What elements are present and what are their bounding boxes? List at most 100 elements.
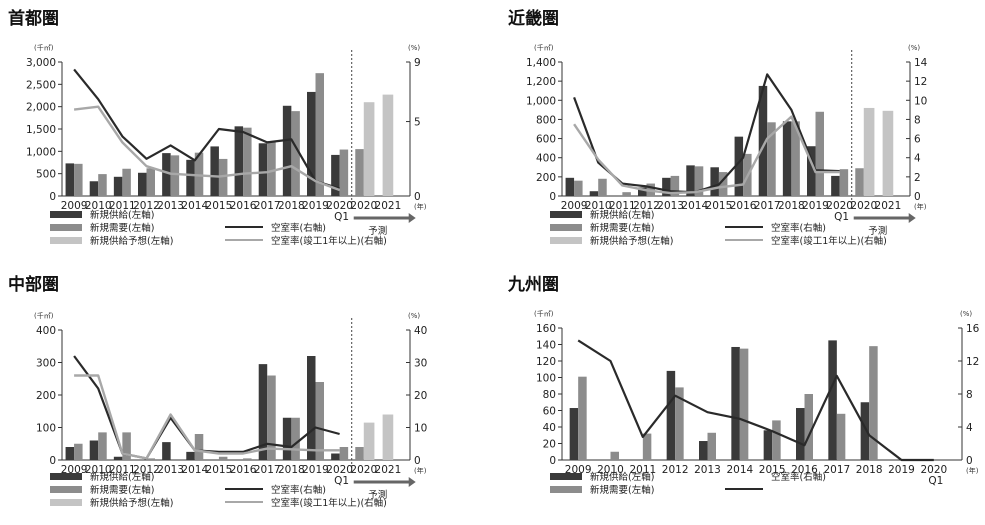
y-axis-unit: (千㎡) (534, 43, 554, 52)
x-tick-label: 2016 (730, 200, 757, 212)
y-tick-label: 2,500 (26, 79, 56, 91)
y2-tick-label: 0 (414, 191, 421, 203)
chart-svg: (千㎡) (%) 0 200 400 600 800 1,000 1,200 1,400 0 2 4 6 8… (526, 43, 928, 247)
x-tick-label: 2014 (181, 200, 208, 212)
y-tick-label: 3,000 (26, 57, 56, 69)
bar-demand (836, 413, 846, 460)
bar-forecast (363, 102, 375, 196)
legend-label: 新規供給予想(左軸) (90, 235, 173, 247)
y-tick-label: 0 (49, 191, 56, 203)
x-tick-label: 2013 (157, 464, 184, 476)
x-tick-label: 2018 (856, 464, 883, 476)
y2-tick-label: 0 (966, 455, 973, 467)
bar-supply (569, 408, 579, 460)
chart-svg: (千㎡) (%)010020030040001020304020092010201… (34, 311, 427, 509)
x-tick-label: 2011 (109, 200, 136, 212)
x-tick-label: 2020 (350, 464, 377, 476)
bar-demand (855, 168, 864, 196)
y-axis-unit: (千㎡) (34, 311, 54, 320)
legend-label: 空室率(竣工1年以上)(右軸) (771, 235, 887, 247)
bar-demand (74, 443, 83, 460)
forecast-arrowhead (408, 213, 416, 223)
legend-swatch-supply (50, 473, 82, 480)
y-tick-label: 1,500 (26, 124, 56, 136)
x-axis-unit: (年) (414, 202, 427, 211)
bar-supply (589, 191, 599, 196)
bar-forecast (882, 110, 894, 196)
forecast-label: 予測 (868, 225, 887, 237)
bar-demand (218, 456, 228, 460)
x-tick-label: 2010 (585, 200, 612, 212)
bar-supply (113, 176, 123, 196)
bar-demand (74, 163, 83, 196)
chart-title: 九州圏 (508, 275, 559, 295)
x-tick-label: 2013 (157, 200, 184, 212)
bar-supply (734, 136, 744, 196)
y2-tick-label: 2 (914, 172, 921, 184)
bar-supply (860, 402, 870, 460)
bar-supply (565, 177, 575, 196)
y-tick-label: 80 (543, 389, 556, 401)
bar-forecast (363, 422, 375, 460)
legend-label: 新規需要(左軸) (90, 222, 154, 234)
y-axis-unit: (千㎡) (34, 43, 54, 52)
x-tick-label: 2013 (694, 464, 721, 476)
bar-demand (243, 127, 252, 196)
x-tick-label: 2020 (850, 200, 877, 212)
bar-demand (804, 394, 813, 460)
bar-demand (578, 376, 587, 460)
x-axis-unit: (年) (966, 466, 979, 475)
x-tick-label: 2014 (681, 200, 708, 212)
legend-swatch-demand (550, 486, 582, 493)
bar-demand (869, 346, 878, 460)
bar-supply (258, 143, 268, 196)
bar-demand (642, 433, 652, 460)
chart-title: 首都圏 (8, 9, 59, 29)
legend-label: 空室率(右軸) (271, 222, 326, 234)
legend-label: 新規需要(左軸) (90, 484, 154, 496)
chart-title: 中部圏 (8, 275, 59, 295)
y-tick-label: 400 (536, 153, 556, 165)
x-axis-unit: (年) (414, 466, 427, 475)
bar-supply (210, 146, 219, 196)
y2-tick-label: 4 (914, 153, 921, 165)
y-tick-label: 1,000 (526, 95, 556, 107)
bar-supply (782, 121, 792, 196)
x-tick-label: 2021 (875, 200, 902, 212)
x-tick-label: 2010 (85, 464, 112, 476)
x-tick-label: 2011 (109, 464, 136, 476)
x-tick-label: 2021 (375, 200, 402, 212)
bar-demand (791, 121, 800, 196)
y-tick-label: 0 (49, 455, 56, 467)
bar-demand (122, 432, 131, 460)
y-tick-label: 0 (549, 191, 556, 203)
bar-demand (267, 375, 276, 460)
y-tick-label: 200 (536, 172, 556, 184)
y2-tick-label: 0 (914, 191, 921, 203)
y2-axis-unit: (%) (908, 44, 920, 52)
forecast-arrowhead (408, 477, 416, 487)
x-tick-label: 2009 (561, 200, 588, 212)
y-tick-label: 40 (543, 422, 556, 434)
y-tick-label: 1,200 (526, 76, 556, 88)
x-tick-label: 2017 (823, 464, 850, 476)
legend-label: 空室率(竣工1年以上)(右軸) (271, 497, 387, 509)
bar-supply (699, 441, 708, 460)
chart-panel-kinki: 近畿圏 (千㎡) (%) 0 200 400 600 800 1,000 1,200 1,400 0… (500, 4, 980, 259)
bar-demand (574, 180, 583, 196)
bar-demand (694, 166, 704, 196)
forecast-arrowhead (908, 213, 916, 223)
x-tick-label: 2019 (888, 464, 915, 476)
bar-supply (65, 163, 75, 196)
x-tick-label: 2010 (597, 464, 624, 476)
bar-demand (98, 174, 107, 196)
y-tick-label: 1,400 (526, 57, 556, 69)
bar-supply (307, 91, 316, 196)
bar-demand (122, 168, 131, 196)
bar-supply (113, 456, 123, 460)
bar-supply (686, 165, 695, 196)
y2-tick-label: 14 (914, 57, 928, 69)
x-tick-label: 2009 (61, 200, 88, 212)
chart-panel-kyushu: 九州圏 (千㎡) (%) 0 20 40 60 80 100 120 140 160 0 4 8 12 16 2… (500, 270, 980, 525)
bar-demand (718, 172, 728, 196)
